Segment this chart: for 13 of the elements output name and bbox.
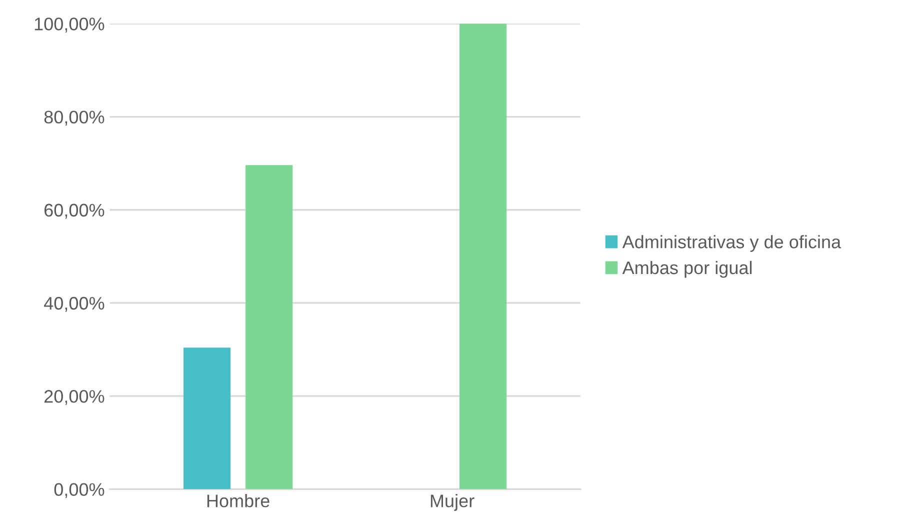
y-tick-label: 80,00% [44, 110, 104, 126]
y-tick-label: 20,00% [44, 390, 104, 405]
x-tick-label: Hombre [207, 494, 270, 508]
y-tick-label: 60,00% [44, 204, 104, 219]
bar [460, 24, 507, 490]
y-tick-label: 0,00% [54, 483, 104, 498]
bar [246, 165, 293, 490]
legend-label: Administrativas y de oficina [622, 235, 842, 252]
y-tick-label: 100,00% [34, 18, 104, 33]
x-tick-label: Mujer [430, 494, 474, 511]
bar [183, 348, 231, 490]
y-tick-label: 40,00% [44, 296, 104, 312]
legend-label: Ambas por igual [622, 260, 752, 278]
